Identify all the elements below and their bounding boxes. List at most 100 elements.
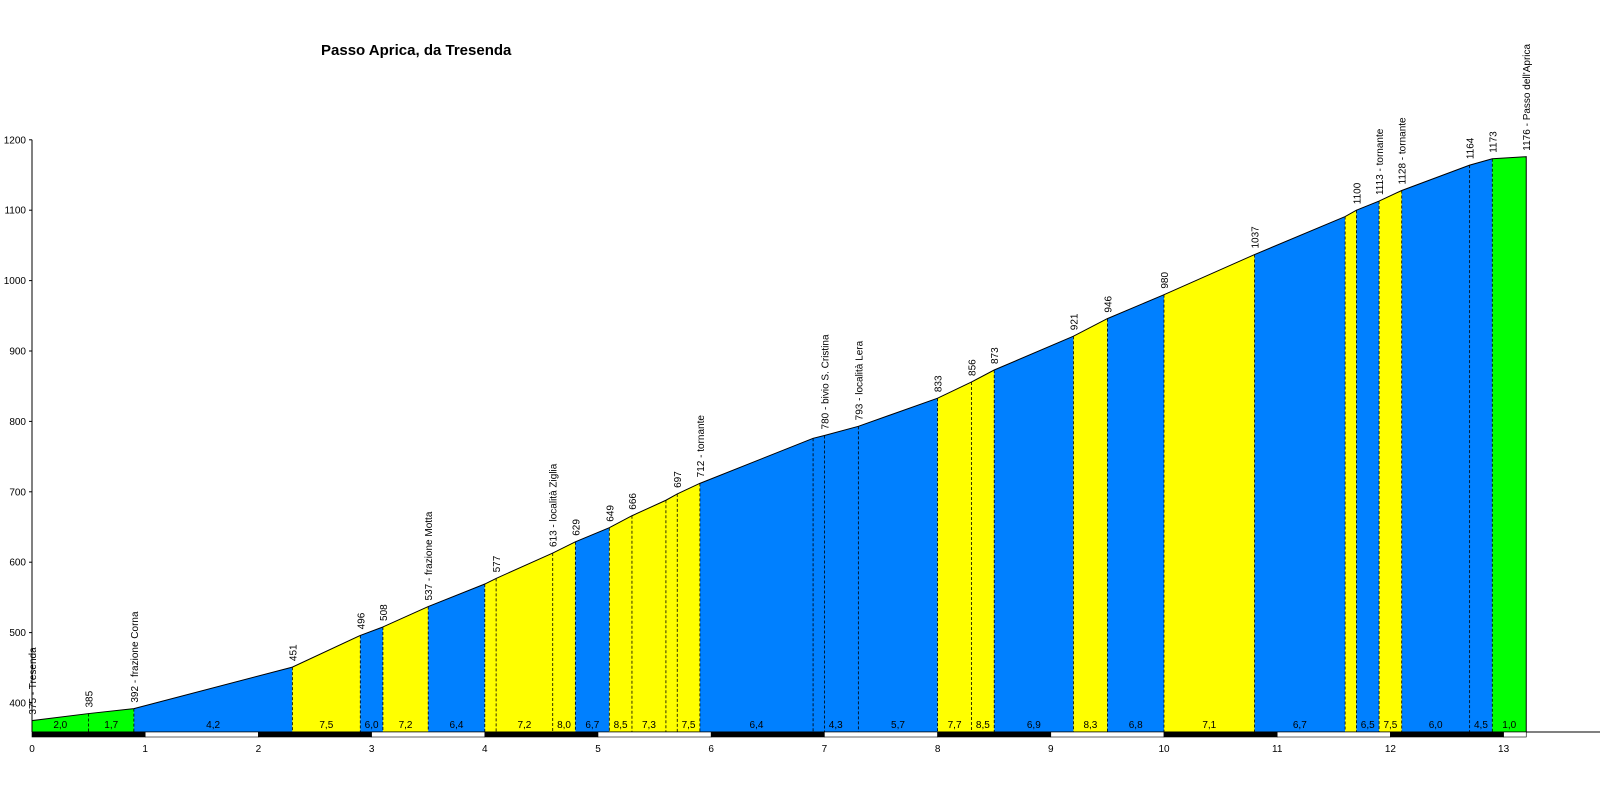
grade-label: 6,7	[1293, 720, 1307, 731]
altitude-label: 1176 - Passo dell'Aprica	[1522, 43, 1533, 150]
altitude-label: 712 - tornante	[696, 415, 707, 478]
profile-outline	[31, 156, 1527, 732]
grade-label: 7,5	[682, 720, 696, 731]
grade-segment	[1356, 201, 1380, 733]
grade-segment	[1107, 294, 1164, 732]
x-tick-label: 2	[256, 744, 262, 755]
grade-label: 5,7	[891, 720, 905, 731]
altitude-label: 392 - frazione Corna	[130, 611, 141, 703]
x-tick-label: 0	[29, 744, 35, 755]
altitude-label: 980	[1160, 272, 1171, 289]
y-tick-label: 1200	[4, 135, 27, 146]
altitude-label: 1037	[1251, 226, 1262, 249]
x-tick-label: 11	[1272, 744, 1283, 755]
km-bar	[1503, 731, 1527, 738]
x-tick-label: 10	[1158, 744, 1170, 755]
grade-label: 7,3	[642, 720, 656, 731]
x-tick-label: 1	[142, 744, 148, 755]
grade-segment	[1401, 158, 1493, 733]
x-tick-label: 3	[369, 744, 375, 755]
grade-label: 8,3	[1083, 720, 1097, 731]
grade-label: 8,5	[976, 720, 990, 731]
grade-label: 4,2	[206, 720, 220, 731]
km-bar	[597, 731, 712, 738]
x-tick-label: 12	[1385, 744, 1397, 755]
km-bar	[710, 731, 825, 738]
grade-label: 6,8	[1129, 720, 1143, 731]
altitude-label: 921	[1069, 313, 1080, 330]
y-tick-label: 700	[9, 487, 26, 498]
grade-label: 6,5	[1361, 720, 1375, 731]
altitude-label: 833	[934, 375, 945, 392]
grade-segment	[382, 606, 429, 732]
grade-label: 6,4	[750, 720, 764, 731]
altitude-label: 375 - Tresenda	[28, 647, 39, 715]
grade-segment	[1073, 318, 1108, 732]
grade-segment	[1379, 190, 1402, 732]
altitude-label: 577	[492, 555, 503, 572]
grade-label: 1,7	[104, 720, 118, 731]
grade-label: 7,5	[1383, 720, 1397, 731]
grade-label: 8,0	[557, 720, 571, 731]
altitude-label: 666	[628, 493, 639, 510]
x-tick-label: 6	[708, 744, 714, 755]
altitude-label: 496	[356, 612, 367, 629]
grade-segment	[994, 336, 1074, 732]
altitude-label: 613 - località Ziglia	[549, 463, 560, 547]
grade-label: 6,4	[450, 720, 464, 731]
grade-segment	[133, 667, 293, 732]
grade-label: 7,5	[319, 720, 333, 731]
grade-segment	[428, 584, 485, 732]
y-tick-label: 800	[9, 417, 26, 428]
km-bar	[31, 731, 146, 738]
km-bar	[1390, 731, 1504, 738]
km-bar	[144, 731, 259, 738]
grade-segment	[360, 626, 383, 732]
altitude-label: 697	[673, 471, 684, 488]
profile-areas	[32, 156, 1527, 733]
grade-segment	[292, 635, 361, 732]
altitude-label: 856	[968, 359, 979, 376]
grade-label: 7,2	[399, 720, 413, 731]
grade-segment	[1492, 156, 1527, 733]
y-tick-label: 600	[9, 558, 26, 569]
altitude-label: 1113 - tornante	[1375, 128, 1386, 195]
altitude-label: 873	[990, 347, 1001, 364]
km-ruler	[31, 731, 1600, 738]
grade-segment	[32, 708, 134, 732]
km-bar	[1050, 731, 1165, 738]
x-tick-label: 13	[1498, 744, 1510, 755]
y-tick-label: 1000	[4, 276, 27, 287]
altitude-labels: 375 - Tresenda 385 392 - frazione Corna 451…	[28, 43, 1533, 714]
grade-label: 6,7	[585, 720, 599, 731]
grade-segment	[575, 527, 610, 732]
y-tick-label: 400	[9, 699, 26, 710]
km-bar	[937, 731, 1052, 738]
altitude-label: 1100	[1352, 182, 1363, 204]
x-tick-label: 8	[935, 744, 941, 755]
grade-segment	[937, 370, 995, 732]
altitude-label: 508	[379, 604, 390, 621]
altitude-label: 780 - bivio S. Cristina	[820, 334, 831, 429]
grade-label: 7,1	[1202, 720, 1216, 731]
grade-label: 1,0	[1502, 720, 1516, 731]
km-bar	[1276, 731, 1391, 738]
x-tick-label: 7	[822, 744, 828, 755]
grade-segment	[1254, 216, 1346, 732]
altitude-label: 451	[288, 644, 299, 661]
grade-label: 6,0	[365, 720, 379, 731]
grade-label: 7,7	[948, 720, 962, 731]
chart-title: Passo Aprica, da Tresenda	[321, 42, 512, 59]
altitude-label: 1128 - tornante	[1398, 117, 1409, 185]
grade-segment	[1345, 210, 1357, 732]
y-tick-label: 1100	[4, 206, 26, 217]
grade-segment	[1164, 254, 1255, 732]
altitude-label: 1164	[1466, 137, 1477, 159]
altitude-label: 629	[571, 519, 582, 536]
y-tick-label: 500	[9, 628, 26, 639]
grade-label: 4,5	[1474, 720, 1488, 731]
km-bar	[484, 731, 599, 738]
km-bar	[258, 731, 372, 738]
